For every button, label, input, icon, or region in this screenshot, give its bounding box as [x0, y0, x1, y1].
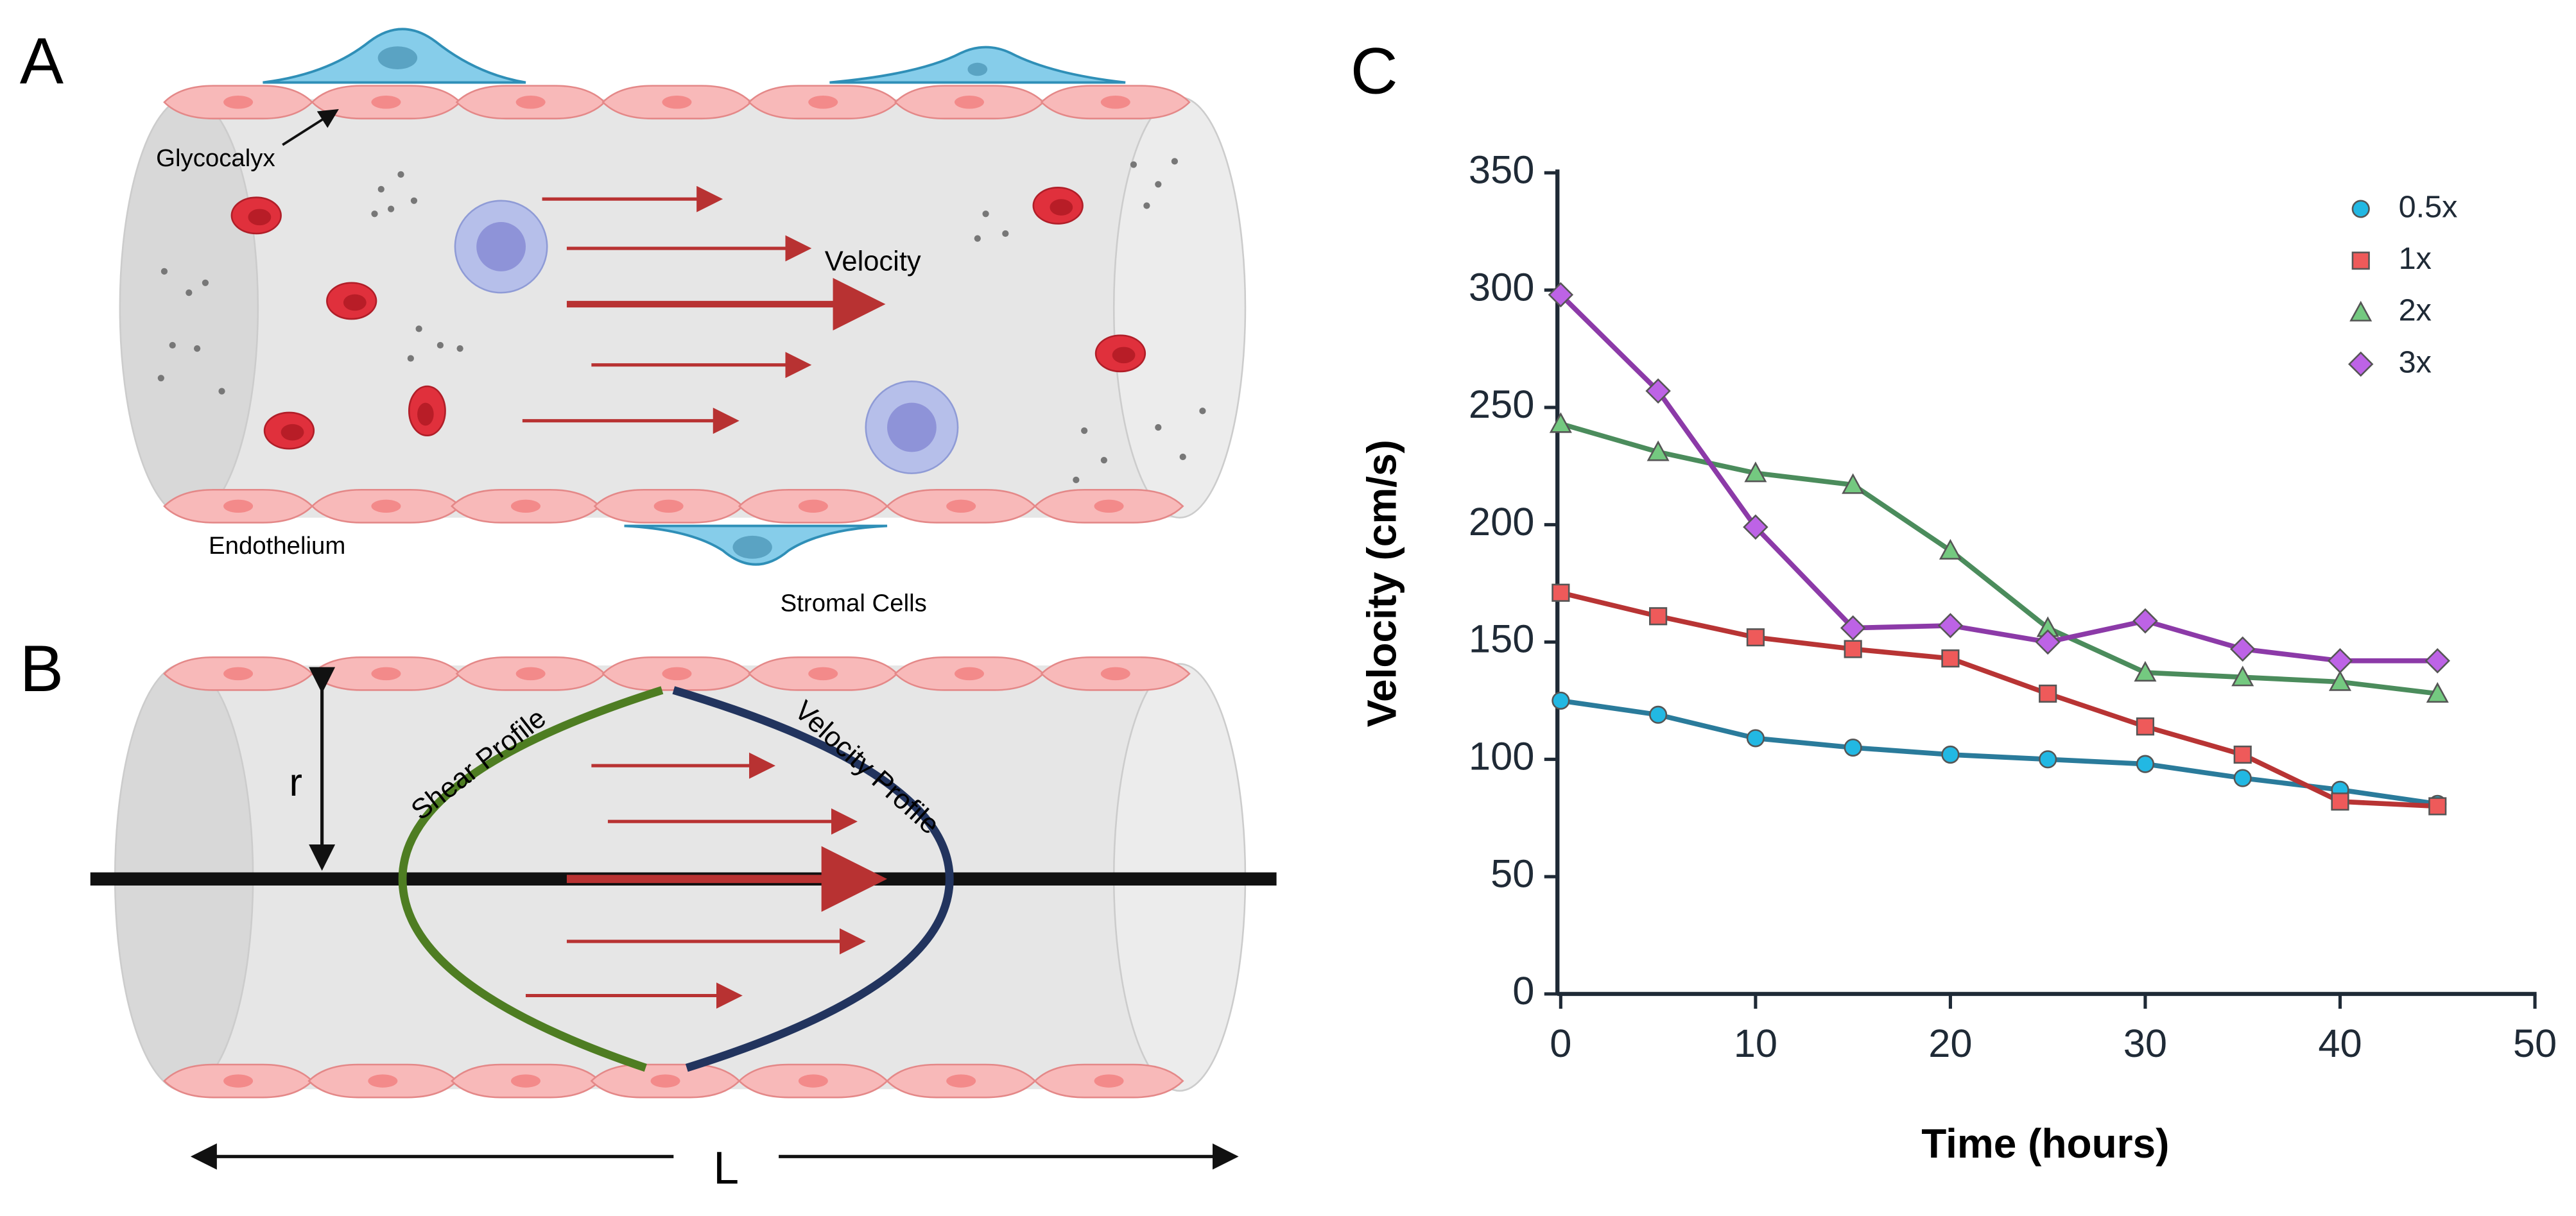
- point: [2425, 648, 2450, 674]
- x-tick-label: 0: [1550, 1022, 1571, 1066]
- point: [1941, 745, 1960, 764]
- label: r: [289, 760, 302, 805]
- x-tick-label: 10: [1734, 1022, 1777, 1066]
- point: [2351, 200, 2370, 218]
- y-tick-label: 150: [1469, 617, 1534, 662]
- point: [1937, 613, 1964, 638]
- y-tick-label: 100: [1469, 735, 1534, 779]
- point: [1939, 538, 1962, 560]
- y-tick-label: 50: [1491, 852, 1534, 896]
- point: [2134, 661, 2157, 682]
- point: [1552, 691, 1570, 710]
- label: Stromal Cells: [781, 590, 927, 617]
- point: [1549, 412, 1572, 433]
- x-tick-label: 40: [2318, 1022, 2362, 1066]
- point: [1649, 705, 1668, 724]
- x-tick-label: 30: [2123, 1022, 2167, 1066]
- point: [2351, 252, 2370, 270]
- point: [1842, 473, 1865, 494]
- point: [1844, 738, 1862, 757]
- y-axis-title: Velocity (cm/s): [1358, 440, 1405, 727]
- point: [1746, 628, 1765, 647]
- point: [2327, 648, 2353, 674]
- panel-c: C Time (hours) Velocity (cm/s) 050100150…: [1351, 33, 2557, 1167]
- x-tick-label: 20: [1928, 1022, 1972, 1066]
- x-axis-title: Time (hours): [1921, 1120, 2169, 1167]
- point: [1844, 640, 1862, 658]
- point: [1548, 282, 1574, 308]
- label: L: [713, 1142, 739, 1194]
- point: [1645, 378, 1671, 404]
- point: [2229, 636, 2256, 662]
- legend-label: 0.5x: [2399, 189, 2458, 224]
- panel-label: A: [20, 24, 64, 98]
- legend-label: 1x: [2399, 241, 2432, 276]
- point: [2233, 745, 2252, 764]
- series-line: [1559, 293, 2438, 664]
- point: [1744, 461, 1767, 483]
- panel-a: A Glycocalyx Velocity Endothelium Stroma…: [20, 24, 1247, 617]
- x-tick-label: 50: [2513, 1022, 2557, 1066]
- series-line: [1560, 698, 2438, 807]
- y-tick-label: 300: [1469, 265, 1534, 309]
- point: [2132, 608, 2158, 634]
- point: [2349, 300, 2373, 321]
- point: [1649, 607, 1668, 626]
- point: [2039, 750, 2057, 769]
- label: Endothelium: [209, 532, 345, 560]
- point: [2331, 792, 2349, 811]
- point: [2348, 351, 2374, 377]
- y-tick-label: 350: [1469, 148, 1534, 193]
- point: [1647, 440, 1670, 461]
- panel-label: B: [20, 631, 64, 705]
- point: [2136, 717, 2155, 736]
- panel-label: C: [1351, 33, 1398, 107]
- point: [1840, 615, 1866, 641]
- panel-b: B r Shear Profile Velocity Profile L: [20, 631, 1277, 1194]
- point: [1746, 729, 1765, 748]
- point: [2035, 629, 2061, 655]
- point: [2328, 670, 2351, 691]
- point: [2231, 665, 2254, 687]
- point: [1743, 514, 1768, 540]
- y-tick-label: 200: [1469, 500, 1534, 544]
- point: [1552, 583, 1570, 602]
- point: [2428, 797, 2447, 816]
- label: Glycocalyx: [156, 144, 275, 172]
- series-line: [1560, 590, 2438, 809]
- point: [2426, 681, 2449, 703]
- y-tick-label: 0: [1512, 969, 1534, 1013]
- point: [2136, 755, 2155, 773]
- point: [2233, 769, 2252, 787]
- legend-label: 3x: [2399, 345, 2432, 379]
- legend-label: 2x: [2399, 293, 2432, 328]
- y-tick-label: 250: [1469, 382, 1534, 427]
- label: Velocity: [825, 246, 921, 277]
- point: [2039, 684, 2057, 703]
- point: [1941, 649, 1960, 668]
- series-line: [1560, 421, 2438, 696]
